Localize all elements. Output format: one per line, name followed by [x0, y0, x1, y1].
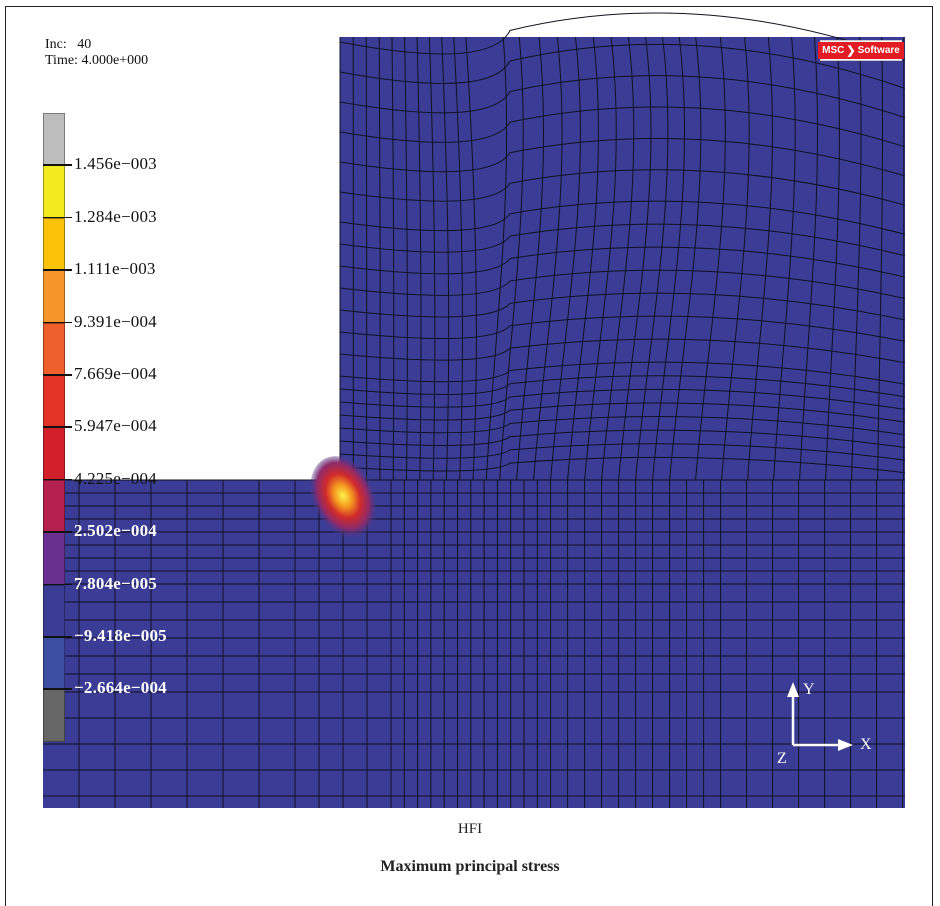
y-axis-label: Y: [803, 681, 815, 699]
inc-label: Inc:: [45, 37, 67, 52]
legend-value-label: −9.418e−005: [74, 626, 167, 646]
legend-value-label: 9.391e−004: [74, 312, 157, 332]
legend-tick: [43, 374, 72, 376]
legend-swatch: [43, 585, 65, 637]
legend-tick: [43, 688, 72, 690]
increment-info: Inc: 40 Time: 4.000e+000: [45, 37, 148, 69]
legend-swatch: [43, 113, 65, 165]
legend-value-label: 5.947e−004: [74, 416, 157, 436]
legend-swatch: [43, 270, 65, 322]
legend-tick: [43, 217, 72, 219]
figure-caption: Maximum principal stress: [0, 858, 940, 876]
z-axis-label: Z: [777, 750, 787, 768]
legend-swatch: [43, 218, 65, 270]
legend-value-label: 1.456e−003: [74, 154, 157, 174]
logo-text: MSC: [822, 45, 844, 56]
msc-software-logo: MSC ❯ Software: [820, 40, 902, 61]
legend-swatch: [43, 532, 65, 584]
legend-swatch: [43, 480, 65, 532]
legend-tick: [43, 322, 72, 324]
legend-value-label: 2.502e−004: [74, 521, 157, 541]
legend-swatch: [43, 375, 65, 427]
legend-tick: [43, 636, 72, 638]
legend-value-label: 7.804e−005: [74, 574, 157, 594]
figure-subcaption: HFI: [0, 821, 940, 838]
msc-software-swoosh-icon: ❯: [846, 44, 855, 57]
legend-value-label: 7.669e−004: [74, 364, 157, 384]
legend-swatch: [43, 165, 65, 217]
legend-value-label: 4.225e−004: [74, 469, 157, 489]
time-value: 4.000e+000: [81, 53, 148, 68]
legend-tick: [43, 479, 72, 481]
x-axis-label: X: [860, 736, 872, 754]
inc-value: 40: [77, 37, 91, 52]
legend-swatch: [43, 637, 65, 689]
time-label: Time:: [45, 53, 78, 68]
legend-tick: [43, 164, 72, 166]
legend-value-label: 1.111e−003: [74, 259, 156, 279]
legend-tick: [43, 584, 72, 586]
legend-swatch: [43, 323, 65, 375]
logo-text-2: Software: [858, 45, 900, 56]
legend-value-label: −2.664e−004: [74, 678, 167, 698]
legend-tick: [43, 531, 72, 533]
legend-swatch: [43, 689, 65, 741]
legend-tick: [43, 269, 72, 271]
legend-value-label: 1.284e−003: [74, 207, 157, 227]
legend-tick: [43, 426, 72, 428]
legend-swatch: [43, 427, 65, 479]
